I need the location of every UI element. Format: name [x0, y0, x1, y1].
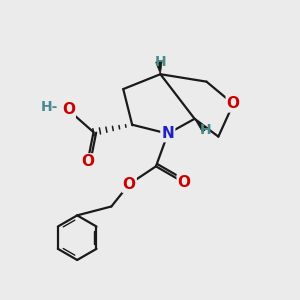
Text: H-: H-: [41, 100, 58, 115]
Text: O: O: [81, 154, 94, 169]
Text: H: H: [200, 123, 212, 137]
Text: O: O: [178, 175, 191, 190]
Text: H: H: [154, 55, 166, 69]
Polygon shape: [195, 119, 207, 132]
Text: O: O: [62, 102, 75, 117]
Text: O: O: [123, 177, 136, 192]
Polygon shape: [156, 61, 162, 74]
Text: N: N: [161, 126, 174, 141]
Text: O: O: [227, 96, 240, 111]
